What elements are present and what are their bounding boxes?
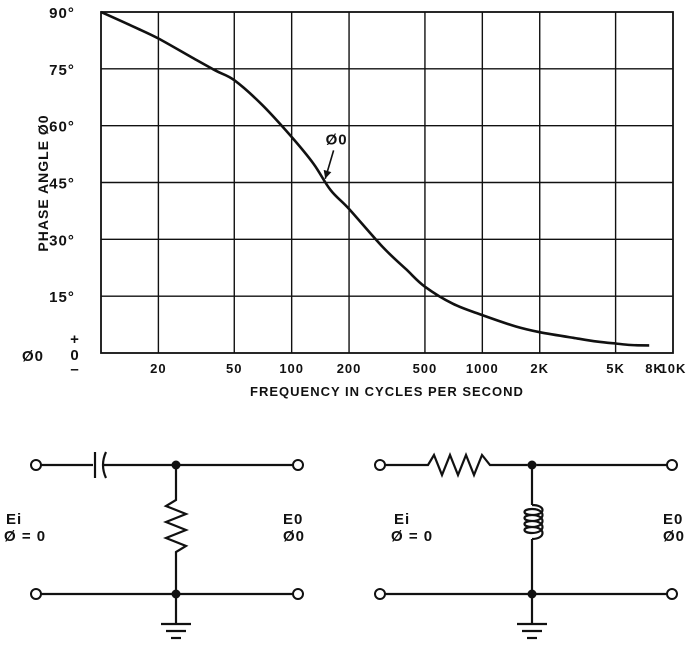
- x-tick-label: 200: [337, 361, 362, 376]
- annotation-arrowhead: [323, 169, 332, 179]
- output-label: E0: [283, 511, 303, 528]
- input-terminal-bottom: [30, 588, 42, 600]
- x-axis-label: FREQUENCY IN CYCLES PER SECOND: [250, 384, 524, 399]
- circuit-rc: Ei Ø = 0 E0 Ø0: [4, 451, 305, 640]
- input-terminal-bottom: [374, 588, 386, 600]
- resistor-symbol: [385, 452, 667, 478]
- input-phase: Ø = 0: [4, 528, 46, 545]
- x-tick-label: 500: [413, 361, 438, 376]
- x-tick-label: 100: [279, 361, 304, 376]
- circuit-rl: Ei Ø = 0 E0 Ø0: [374, 452, 685, 640]
- y-zero-symbol: Ø0: [22, 348, 44, 365]
- ground-icon: [161, 594, 191, 640]
- plot-frame: [100, 11, 674, 354]
- input-label: Ei: [394, 511, 410, 528]
- y-zero-minus: –: [70, 361, 79, 378]
- x-tick-label: 8K: [645, 361, 664, 376]
- x-tick-label: 1000: [466, 361, 499, 376]
- y-zero-label: 0: [70, 347, 79, 364]
- series-curves: [100, 10, 650, 347]
- input-terminal-top: [374, 459, 386, 471]
- y-tick-label: 45°: [49, 176, 75, 193]
- y-tick-label: 75°: [49, 62, 75, 79]
- x-tick-label: 2K: [530, 361, 549, 376]
- gridlines: [101, 12, 673, 353]
- x-tick-label: 50: [226, 361, 242, 376]
- annotation-label: Ø0: [326, 131, 348, 148]
- y-zero-plus: +: [70, 331, 80, 348]
- input-terminal-top: [30, 459, 42, 471]
- input-phase: Ø = 0: [391, 528, 433, 545]
- y-tick-label: 60°: [49, 119, 75, 136]
- resistor-symbol: [163, 465, 189, 594]
- y-tick-label: 15°: [49, 289, 75, 306]
- output-label: E0: [663, 511, 683, 528]
- y-axis-label: PHASE ANGLE Ø0: [35, 114, 51, 251]
- phase-angle-chart: 90° 75° 60° 45° 30° 15° 20 50 100 200 500 1000 2K 5K…: [22, 5, 687, 399]
- annotations: Ø0: [323, 131, 348, 179]
- y-tick-label: 30°: [49, 232, 75, 249]
- series-line: [100, 10, 650, 347]
- output-terminal-bottom: [292, 588, 304, 600]
- output-terminal-top: [292, 459, 304, 471]
- ground-icon: [517, 594, 547, 640]
- inductor-symbol: [523, 465, 544, 594]
- output-phase: Ø0: [283, 528, 305, 545]
- y-tick-labels: 90° 75° 60° 45° 30° 15°: [49, 5, 75, 306]
- y-tick-label: 90°: [49, 5, 75, 22]
- output-terminal-top: [666, 459, 678, 471]
- output-phase: Ø0: [663, 528, 685, 545]
- x-tick-label: 20: [150, 361, 166, 376]
- x-tick-label: 5K: [606, 361, 625, 376]
- x-tick-label: 10K: [660, 361, 687, 376]
- input-label: Ei: [6, 511, 22, 528]
- output-terminal-bottom: [666, 588, 678, 600]
